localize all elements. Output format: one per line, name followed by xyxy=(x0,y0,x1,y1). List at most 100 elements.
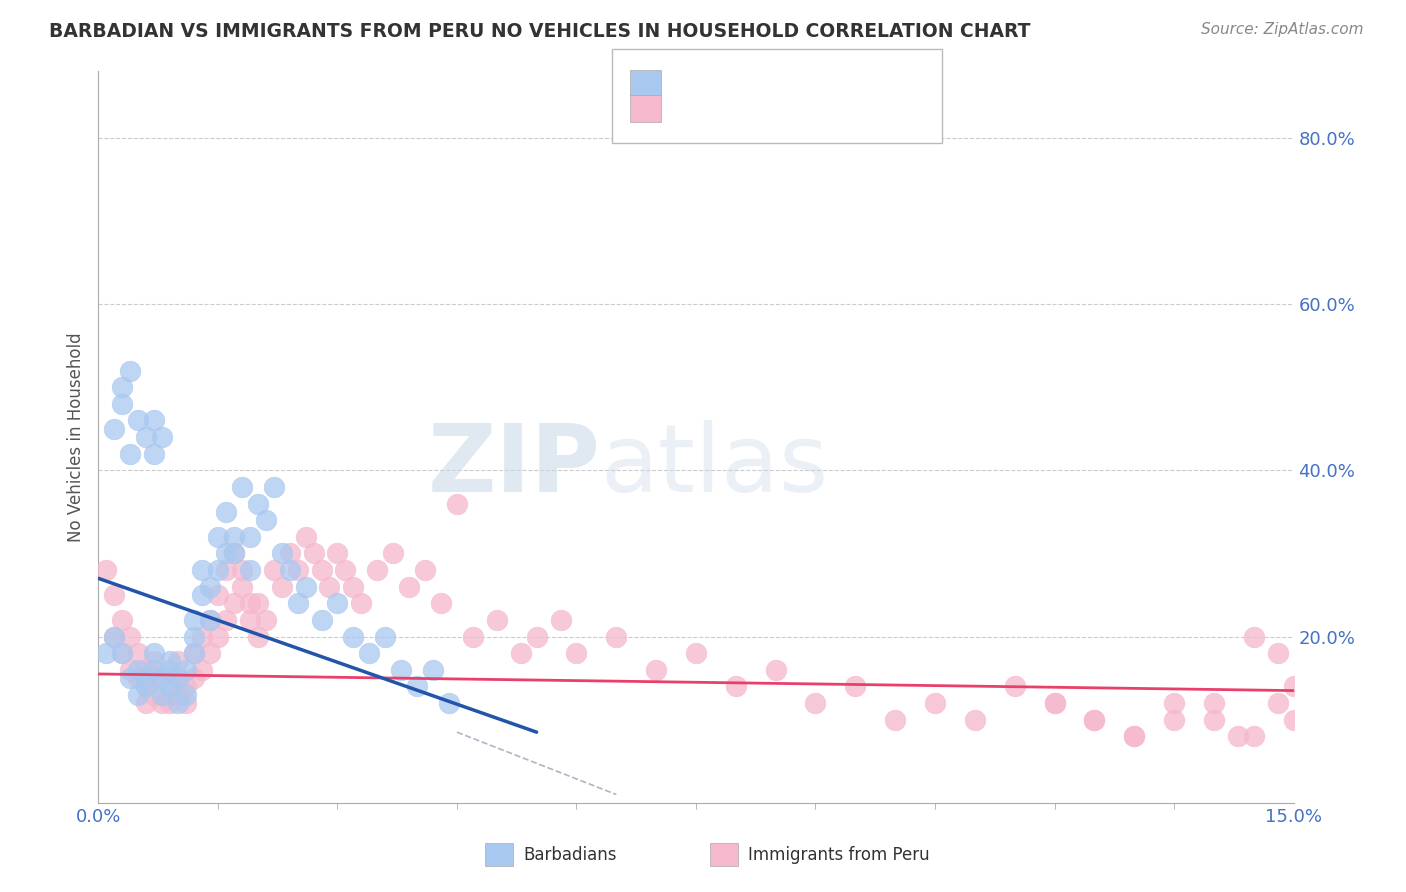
Point xyxy=(550,613,572,627)
Point xyxy=(963,713,986,727)
Point xyxy=(1267,646,1289,660)
Point xyxy=(231,480,253,494)
Point xyxy=(127,663,149,677)
Point xyxy=(174,688,197,702)
Point xyxy=(254,513,277,527)
Point xyxy=(884,713,907,727)
Text: R = -0.030   N = 95: R = -0.030 N = 95 xyxy=(672,100,844,118)
Text: Immigrants from Peru: Immigrants from Peru xyxy=(748,846,929,863)
Point xyxy=(685,646,707,660)
Point xyxy=(1083,713,1105,727)
Point xyxy=(1202,713,1225,727)
Point xyxy=(222,530,245,544)
Text: BARBADIAN VS IMMIGRANTS FROM PERU NO VEHICLES IN HOUSEHOLD CORRELATION CHART: BARBADIAN VS IMMIGRANTS FROM PERU NO VEH… xyxy=(49,22,1031,41)
Point xyxy=(605,630,627,644)
Point xyxy=(366,563,388,577)
Point xyxy=(135,696,157,710)
Text: atlas: atlas xyxy=(600,420,828,512)
Point xyxy=(239,596,262,610)
Point xyxy=(239,563,262,577)
Point xyxy=(645,663,668,677)
Point xyxy=(526,630,548,644)
Point xyxy=(335,563,357,577)
Point xyxy=(231,563,253,577)
Point xyxy=(111,613,134,627)
Point xyxy=(239,530,262,544)
Point xyxy=(215,613,238,627)
Point xyxy=(1163,696,1185,710)
Point xyxy=(143,688,166,702)
Point xyxy=(422,663,444,677)
Point xyxy=(239,613,262,627)
Point xyxy=(143,413,166,427)
Point xyxy=(302,546,325,560)
Point xyxy=(1083,713,1105,727)
Point xyxy=(198,580,221,594)
Text: Barbadians: Barbadians xyxy=(523,846,617,863)
Point xyxy=(1004,680,1026,694)
Point xyxy=(127,671,149,685)
Point xyxy=(183,646,205,660)
Point xyxy=(485,613,508,627)
Point xyxy=(359,646,381,660)
Point xyxy=(374,630,396,644)
Point xyxy=(191,588,214,602)
Point xyxy=(350,596,373,610)
Point xyxy=(437,696,460,710)
Point xyxy=(254,613,277,627)
Point xyxy=(231,580,253,594)
Point xyxy=(207,530,229,544)
Point xyxy=(198,646,221,660)
Point xyxy=(1202,696,1225,710)
Point xyxy=(1243,729,1265,743)
Point xyxy=(804,696,827,710)
Point xyxy=(413,563,436,577)
Point xyxy=(127,413,149,427)
Point xyxy=(191,663,214,677)
Point xyxy=(326,546,349,560)
Point xyxy=(143,655,166,669)
Point xyxy=(263,563,285,577)
Point xyxy=(167,671,190,685)
Point xyxy=(150,671,173,685)
Point xyxy=(127,646,149,660)
Point xyxy=(159,696,181,710)
Point xyxy=(287,596,309,610)
Point xyxy=(270,546,292,560)
Point xyxy=(246,596,269,610)
Point xyxy=(167,671,190,685)
Point xyxy=(135,663,157,677)
Point xyxy=(103,588,125,602)
Point xyxy=(167,655,190,669)
Point xyxy=(111,380,134,394)
Point xyxy=(1282,680,1305,694)
Point xyxy=(150,696,173,710)
Point xyxy=(143,671,166,685)
Point xyxy=(143,646,166,660)
Point xyxy=(198,613,221,627)
Point xyxy=(222,596,245,610)
Point xyxy=(120,630,142,644)
Point xyxy=(1163,713,1185,727)
Point xyxy=(398,580,420,594)
Point xyxy=(96,646,118,660)
Point xyxy=(509,646,531,660)
Point xyxy=(844,680,866,694)
Point xyxy=(382,546,405,560)
Point xyxy=(103,630,125,644)
Point xyxy=(207,588,229,602)
Point xyxy=(143,663,166,677)
Point xyxy=(120,447,142,461)
Point xyxy=(135,680,157,694)
Point xyxy=(150,671,173,685)
Point xyxy=(222,546,245,560)
Point xyxy=(174,680,197,694)
Point xyxy=(724,680,747,694)
Point xyxy=(215,546,238,560)
Point xyxy=(294,530,316,544)
Point xyxy=(430,596,453,610)
Point xyxy=(318,580,340,594)
Point xyxy=(174,663,197,677)
Point xyxy=(924,696,946,710)
Point xyxy=(135,671,157,685)
